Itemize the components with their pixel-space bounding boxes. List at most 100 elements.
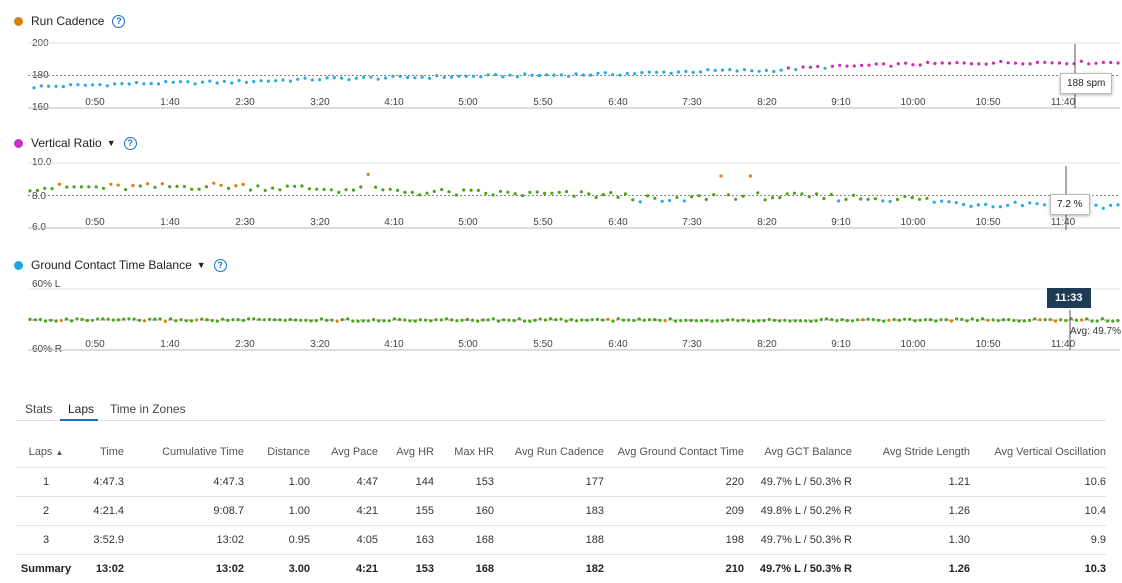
col-time[interactable]: Time	[76, 437, 124, 468]
data-point	[190, 188, 193, 191]
data-point	[697, 194, 700, 197]
data-point	[1059, 318, 1062, 321]
data-point	[148, 318, 151, 321]
data-point	[559, 318, 562, 321]
data-point	[550, 192, 553, 195]
data-point	[506, 191, 509, 194]
vratio-tooltip: 7.2 %	[1050, 194, 1090, 215]
data-point	[815, 319, 818, 322]
data-point	[362, 319, 365, 322]
data-point	[668, 199, 671, 202]
tab-stats[interactable]: Stats	[25, 402, 52, 416]
data-point	[494, 73, 497, 76]
col-distance[interactable]: Distance	[244, 437, 310, 468]
data-point	[477, 189, 480, 192]
data-point	[80, 185, 83, 188]
data-point	[40, 84, 43, 87]
x-tick-label: 10:50	[975, 97, 1000, 108]
cell: 13:02	[76, 555, 124, 583]
data-point	[377, 319, 380, 322]
data-point	[726, 318, 729, 321]
data-point	[778, 319, 781, 322]
col-avg-run-cadence[interactable]: Avg Run Cadence	[494, 437, 604, 468]
data-point	[60, 319, 63, 322]
data-point	[341, 318, 344, 321]
table-row[interactable]: 1 4:47.3 4:47.3 1.00 4:47 144 153 177 22…	[16, 468, 1106, 497]
col-avg-hr[interactable]: Avg HR	[378, 437, 434, 468]
x-tick-label: 10:00	[900, 97, 925, 108]
data-point	[434, 318, 437, 321]
data-point	[271, 187, 274, 190]
data-point	[786, 192, 789, 195]
col-laps[interactable]: Laps ▲	[16, 437, 76, 468]
x-tick-label: 8:20	[757, 339, 777, 350]
tab-time-in-zones[interactable]: Time in Zones	[110, 402, 186, 416]
data-point	[940, 200, 943, 203]
col-avg-gct[interactable]: Avg Ground Contact Time	[604, 437, 744, 468]
data-point	[139, 184, 142, 187]
table-row[interactable]: 2 4:21.4 9:08.7 1.00 4:21 155 160 183 20…	[16, 497, 1106, 526]
data-point	[447, 190, 450, 193]
table-row[interactable]: 3 3:52.9 13:02 0.95 4:05 163 168 188 198…	[16, 526, 1106, 555]
data-point	[825, 317, 828, 320]
x-tick-label: 3:20	[310, 339, 330, 350]
data-point	[908, 318, 911, 321]
col-avg-stride-length[interactable]: Avg Stride Length	[852, 437, 970, 468]
col-cumulative-time[interactable]: Cumulative Time	[124, 437, 244, 468]
data-point	[242, 183, 245, 186]
cell: 4:47	[310, 468, 378, 497]
x-tick-label: 10:50	[975, 217, 1000, 228]
cell: 10.6	[970, 468, 1106, 497]
data-point	[867, 318, 870, 321]
data-point	[1036, 61, 1039, 64]
data-point	[367, 319, 370, 322]
data-point	[554, 318, 557, 321]
data-point	[91, 83, 94, 86]
data-point	[721, 319, 724, 322]
data-point	[734, 198, 737, 201]
col-max-hr[interactable]: Max HR	[434, 437, 494, 468]
data-point	[1044, 318, 1047, 321]
data-point	[646, 194, 649, 197]
data-point	[393, 317, 396, 320]
data-point	[1002, 318, 1005, 321]
data-point	[351, 319, 354, 322]
data-point	[481, 318, 484, 321]
data-point	[851, 319, 854, 322]
data-point	[941, 61, 944, 64]
col-avg-pace[interactable]: Avg Pace	[310, 437, 378, 468]
data-point	[186, 80, 189, 83]
data-point	[587, 192, 590, 195]
data-point	[736, 319, 739, 322]
cell: 182	[494, 555, 604, 583]
data-point	[742, 195, 745, 198]
data-point	[699, 70, 702, 73]
x-tick-label: 6:40	[608, 339, 628, 350]
data-point	[898, 319, 901, 322]
data-point	[913, 319, 916, 322]
data-point	[700, 319, 703, 322]
data-point	[679, 319, 682, 322]
sort-ascending-icon: ▲	[56, 448, 64, 457]
data-point	[950, 319, 953, 322]
tab-laps[interactable]: Laps	[68, 402, 94, 416]
data-point	[609, 191, 612, 194]
data-point	[330, 188, 333, 191]
data-point	[499, 190, 502, 193]
data-point	[596, 72, 599, 75]
data-point	[223, 80, 226, 83]
data-point	[820, 318, 823, 321]
data-point	[403, 191, 406, 194]
x-tick-label: 7:30	[682, 217, 702, 228]
data-point	[653, 197, 656, 200]
data-point	[44, 319, 47, 322]
laps-table: Laps ▲ Time Cumulative Time Distance Avg…	[16, 437, 1106, 583]
data-point	[345, 188, 348, 191]
cell: 4:21	[310, 497, 378, 526]
x-tick-label: 2:30	[235, 97, 255, 108]
col-avg-gct-balance[interactable]: Avg GCT Balance	[744, 437, 852, 468]
col-avg-vertical-oscillation[interactable]: Avg Vertical Oscillation	[970, 437, 1106, 468]
